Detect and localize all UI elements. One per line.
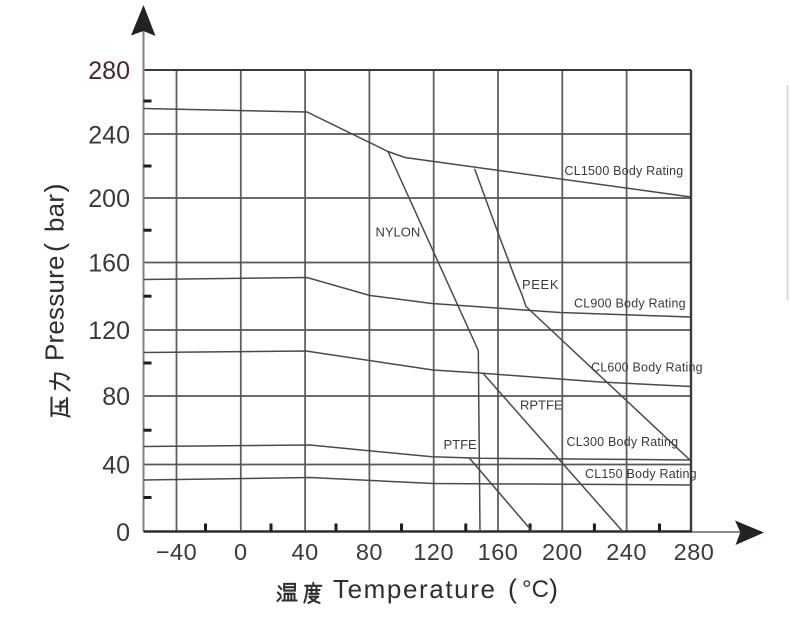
svg-text:NYLON: NYLON [376, 225, 421, 240]
svg-text:40: 40 [292, 539, 319, 565]
svg-text:): ) [549, 574, 558, 604]
svg-text:CL600 Body Rating: CL600 Body Rating [591, 361, 703, 375]
svg-text:0: 0 [116, 519, 130, 547]
svg-text:CL150 Body Rating: CL150 Body Rating [585, 467, 697, 481]
svg-text:RPTFE: RPTFE [520, 398, 563, 413]
svg-text:PTFE: PTFE [444, 437, 478, 452]
svg-text:−40: −40 [156, 539, 197, 565]
svg-text:280: 280 [674, 539, 715, 565]
svg-text:(: ( [508, 574, 517, 604]
svg-text:°C: °C [522, 576, 549, 603]
svg-text:240: 240 [88, 122, 130, 150]
svg-text:(: ( [40, 243, 70, 252]
svg-text:Pressure: Pressure [40, 255, 70, 361]
svg-text:120: 120 [413, 539, 454, 565]
svg-text:160: 160 [88, 250, 130, 278]
svg-text:40: 40 [102, 452, 130, 480]
svg-text:Temperature: Temperature [333, 574, 497, 604]
svg-text:240: 240 [606, 539, 647, 565]
svg-text:200: 200 [542, 539, 583, 565]
svg-text:bar: bar [40, 194, 70, 232]
svg-text:280: 280 [88, 57, 130, 85]
svg-text:80: 80 [356, 539, 383, 565]
svg-text:200: 200 [88, 185, 130, 213]
svg-text:CL1500 Body Rating: CL1500 Body Rating [565, 164, 684, 178]
svg-text:0: 0 [234, 539, 248, 565]
svg-text:80: 80 [102, 383, 130, 411]
svg-text:CL300 Body Rating: CL300 Body Rating [567, 435, 679, 449]
svg-text:120: 120 [88, 317, 130, 345]
svg-text:160: 160 [478, 539, 519, 565]
svg-text:): ) [40, 184, 70, 193]
svg-text:CL900 Body Rating: CL900 Body Rating [574, 297, 686, 311]
svg-text:PEEK: PEEK [522, 277, 559, 292]
